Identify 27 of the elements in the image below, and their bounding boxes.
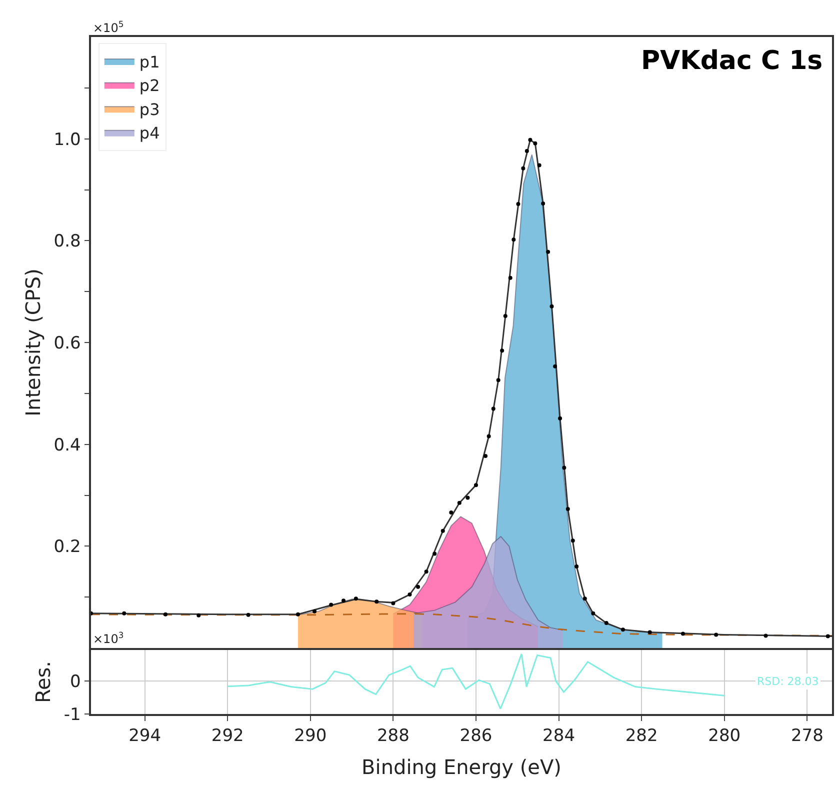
- x-tick-label: 280: [708, 726, 741, 746]
- x-tick-label: 282: [625, 726, 658, 746]
- annotation: ×10$^{3}$: [93, 630, 124, 646]
- annotation: RSD: 28.03: [757, 675, 819, 688]
- y-tick-label: 0.6: [54, 333, 81, 354]
- y-tick-label: 0.8: [54, 232, 81, 252]
- chart-title: PVKdac C 1s: [641, 46, 823, 76]
- x-axis-title: Binding Energy (eV): [362, 755, 562, 780]
- x-tick-label: 278: [790, 726, 824, 746]
- legend-label: p2: [139, 76, 160, 96]
- x-tick-label: 292: [211, 726, 244, 746]
- y-tick-label: 1.0: [54, 130, 81, 150]
- y-tick-label: 0.2: [54, 537, 81, 558]
- x-tick-label: 284: [542, 726, 576, 746]
- text: ×10$^{5}$: [93, 19, 124, 36]
- y-tick-label: -1: [64, 704, 81, 725]
- x-tick-label: 294: [128, 726, 162, 746]
- x-tick-label: 290: [294, 726, 327, 746]
- legend-label: p3: [139, 100, 160, 119]
- y-tick-label: 0.4: [54, 435, 81, 456]
- y-axis-title: Res.: [30, 660, 55, 704]
- legend-label: p4: [139, 124, 160, 143]
- legend-label: p1: [139, 52, 160, 72]
- x-tick-label: 288: [376, 726, 410, 746]
- y-tick-label: 0: [70, 672, 81, 692]
- y-axis-title: Intensity (CPS): [20, 268, 45, 416]
- x-tick-label: 286: [460, 726, 492, 746]
